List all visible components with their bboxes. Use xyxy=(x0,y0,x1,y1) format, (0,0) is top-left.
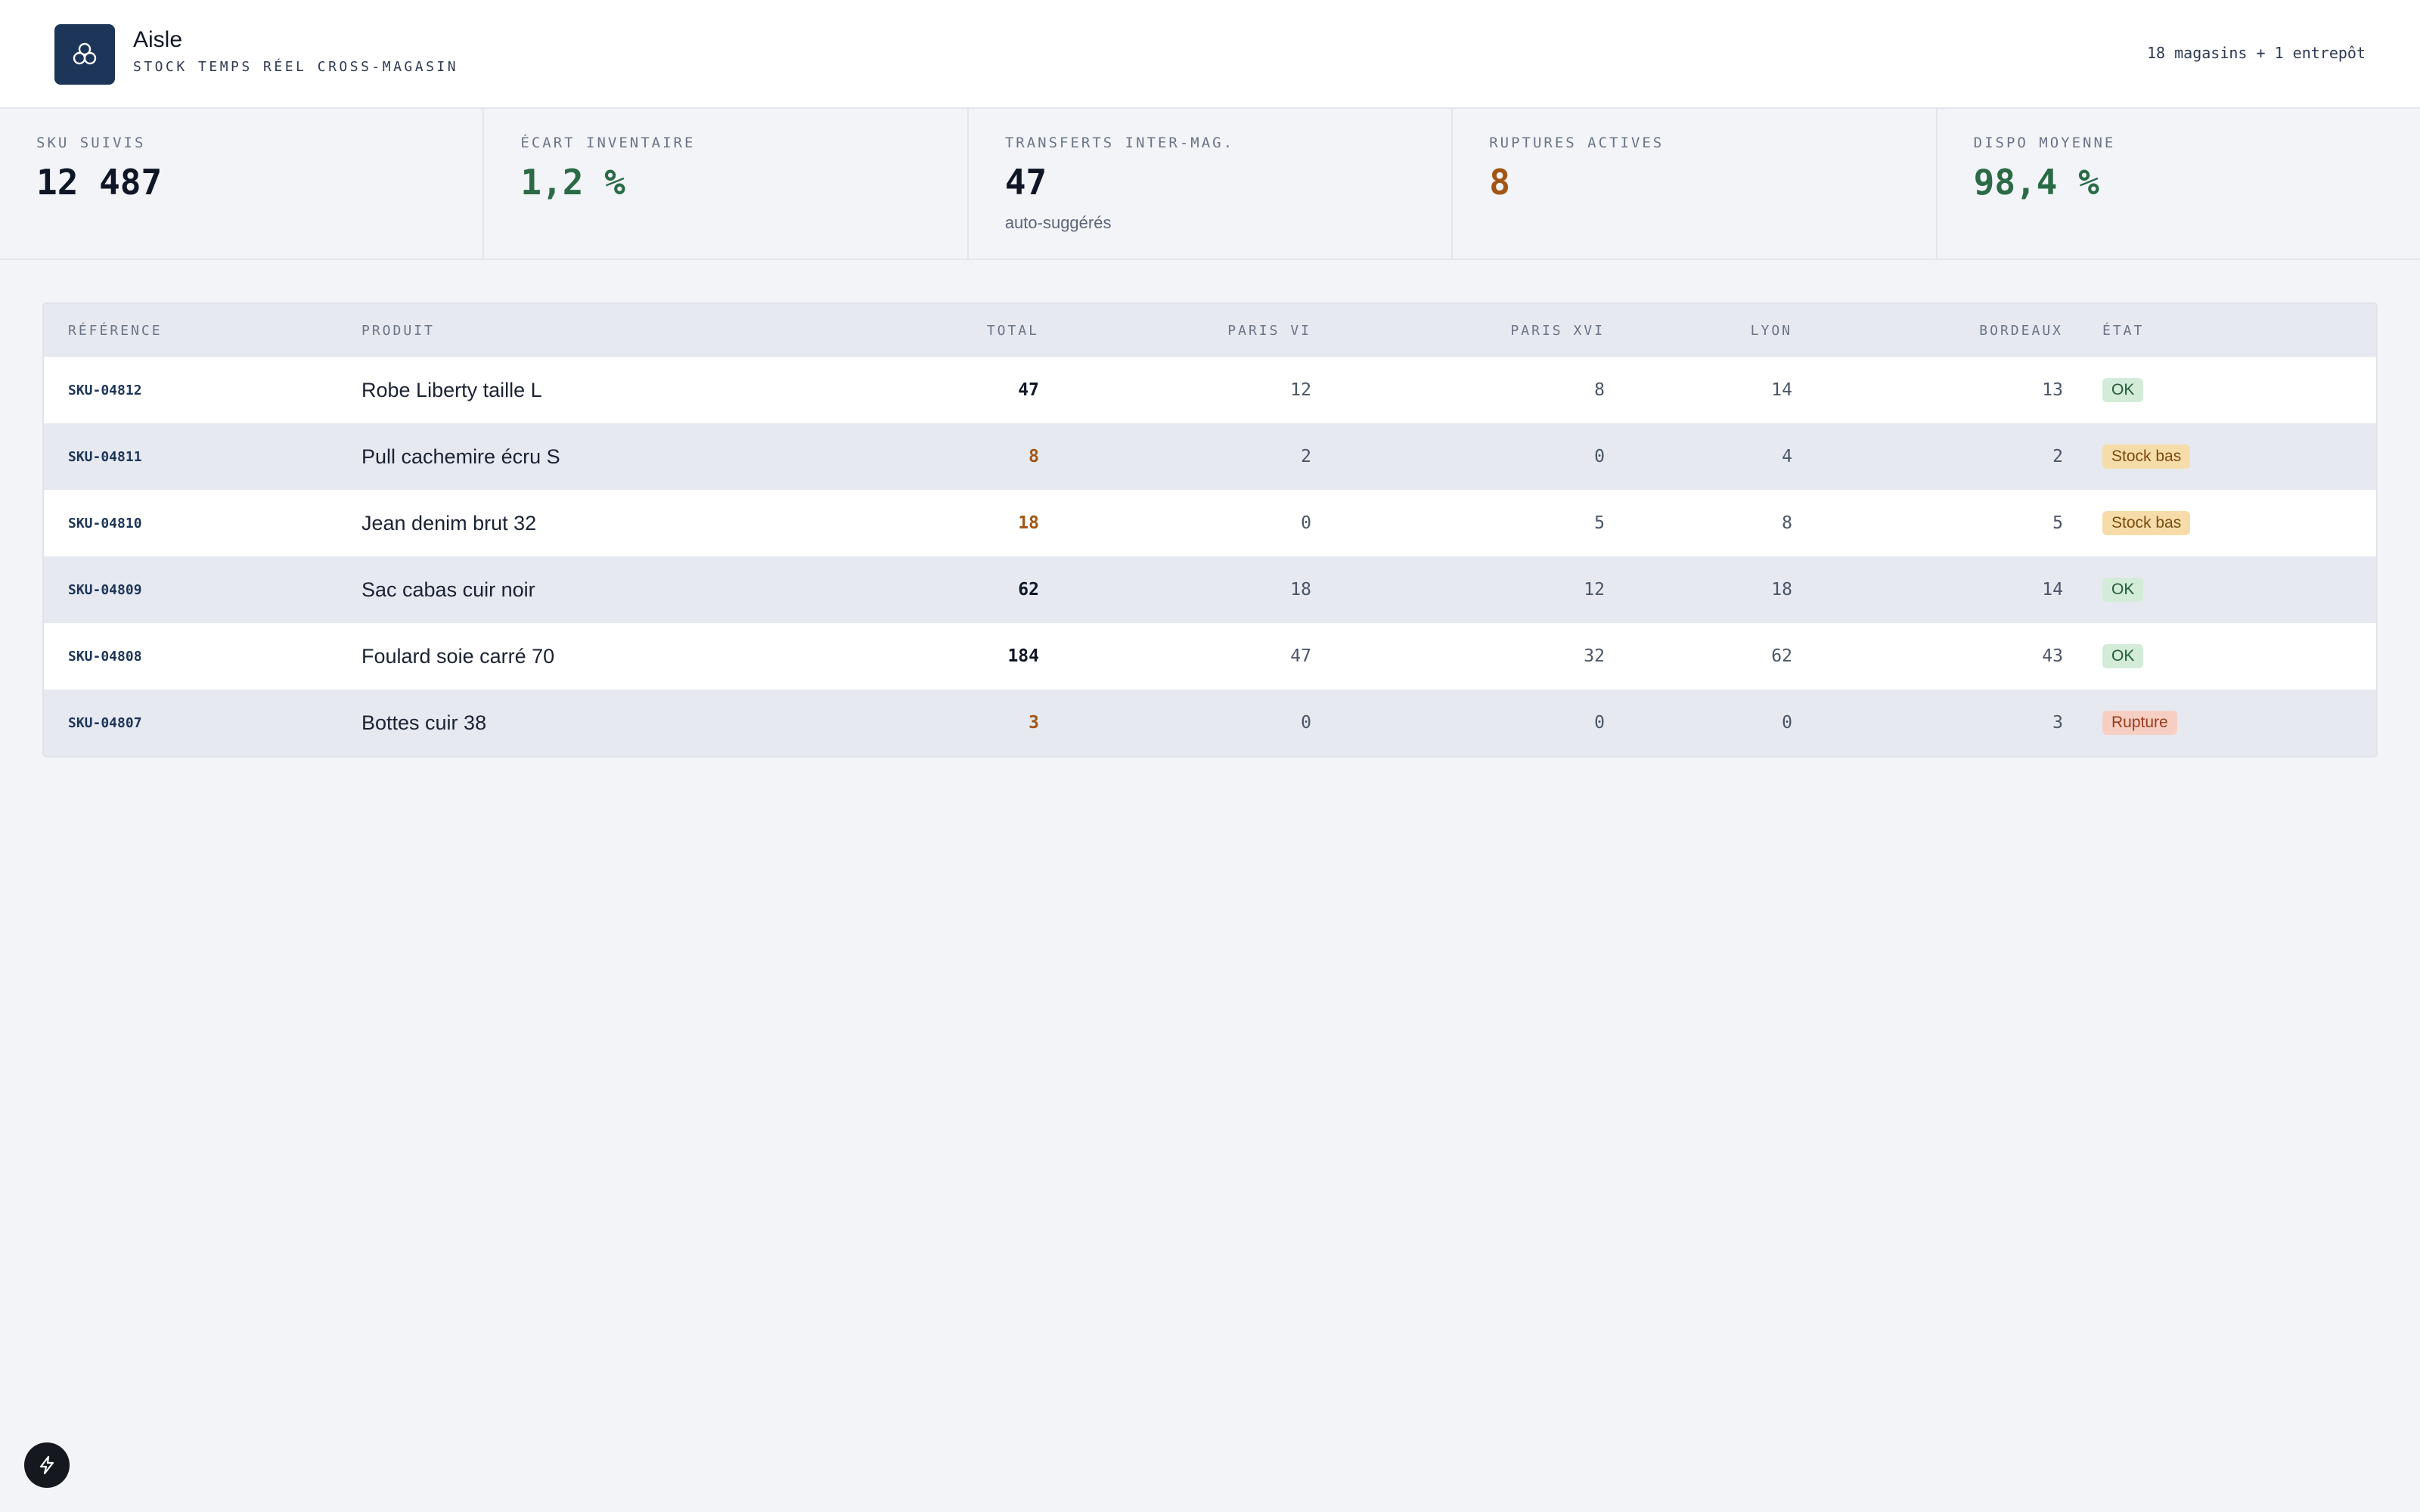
column-header-product[interactable]: PRODUIT xyxy=(361,322,435,339)
lightning-icon xyxy=(39,1455,54,1475)
qty-lyon: 4 xyxy=(1782,447,1792,466)
kpi-inventory-gap: ÉCART INVENTAIRE 1,2 % xyxy=(484,109,969,259)
status-badge: Stock bas xyxy=(2102,445,2191,469)
qty-paris16: 0 xyxy=(1594,447,1605,466)
app-logo[interactable] xyxy=(54,24,115,85)
state-cell: Stock bas xyxy=(2102,511,2191,535)
column-header-state[interactable]: ÉTAT xyxy=(2102,322,2145,339)
kpi-availability: DISPO MOYENNE 98,4 % xyxy=(1938,109,2420,259)
qty-lyon: 62 xyxy=(1771,646,1792,666)
qty-lyon: 0 xyxy=(1782,713,1792,733)
kpi-label: RUPTURES ACTIVES xyxy=(1489,135,1665,151)
kpi-active-stockouts: RUPTURES ACTIVES 8 xyxy=(1453,109,1938,259)
sku-ref: SKU-04810 xyxy=(68,515,142,531)
qty-lyon: 18 xyxy=(1771,580,1792,600)
qty-lyon: 14 xyxy=(1771,380,1792,400)
total-qty: 62 xyxy=(1018,580,1039,600)
state-cell: OK xyxy=(2102,378,2144,402)
status-badge: OK xyxy=(2102,378,2144,402)
status-badge: OK xyxy=(2102,578,2144,602)
qty-paris6: 2 xyxy=(1301,447,1311,466)
sku-ref: SKU-04811 xyxy=(68,448,142,465)
total-qty: 3 xyxy=(1028,713,1039,733)
kpi-label: SKU SUIVIS xyxy=(36,135,146,151)
table-row[interactable]: SKU-04807 Bottes cuir 38 3 0 0 0 3 Ruptu… xyxy=(44,689,2376,756)
total-qty: 184 xyxy=(1007,646,1039,666)
product-name: Pull cachemire écru S xyxy=(361,445,560,468)
qty-lyon: 8 xyxy=(1782,513,1792,533)
product-name: Sac cabas cuir noir xyxy=(361,578,535,601)
qty-bordeaux: 3 xyxy=(2052,713,2063,733)
product-name: Bottes cuir 38 xyxy=(361,711,487,734)
qty-bordeaux: 14 xyxy=(2042,580,2063,600)
state-cell: Stock bas xyxy=(2102,445,2191,469)
app-title: Aisle xyxy=(133,27,183,52)
qty-paris16: 5 xyxy=(1594,513,1605,533)
store-count: 18 magasins + 1 entrepôt xyxy=(2147,44,2366,62)
kpi-sku-tracked: SKU SUIVIS 12 487 xyxy=(0,109,485,259)
qty-bordeaux: 5 xyxy=(2052,513,2063,533)
kpi-value: 47 xyxy=(1004,162,1047,203)
qty-paris16: 12 xyxy=(1584,580,1605,600)
total-qty: 8 xyxy=(1028,447,1039,466)
kpi-value: 8 xyxy=(1489,162,1510,203)
product-name: Jean denim brut 32 xyxy=(361,511,537,534)
column-header-total[interactable]: TOTAL xyxy=(986,322,1039,339)
column-header-bordeaux[interactable]: BORDEAUX xyxy=(1979,322,2063,339)
table-row[interactable]: SKU-04812 Robe Liberty taille L 47 12 8 … xyxy=(44,357,2376,423)
total-qty: 18 xyxy=(1018,513,1039,533)
status-badge: Rupture xyxy=(2102,711,2177,735)
qty-paris6: 47 xyxy=(1290,646,1311,666)
kpi-value: 98,4 % xyxy=(1973,162,2099,203)
qty-bordeaux: 13 xyxy=(2042,380,2063,400)
kpi-transfers: TRANSFERTS INTER-MAG. 47 auto-suggérés xyxy=(969,109,1454,259)
cluster-icon xyxy=(73,42,97,65)
sku-ref: SKU-04809 xyxy=(68,581,142,598)
kpi-strip: SKU SUIVIS 12 487 ÉCART INVENTAIRE 1,2 %… xyxy=(0,109,2420,260)
product-name: Robe Liberty taille L xyxy=(361,378,542,401)
qty-paris16: 8 xyxy=(1594,380,1605,400)
kpi-label: DISPO MOYENNE xyxy=(1973,135,2116,151)
kpi-note: auto-suggérés xyxy=(1004,213,1112,232)
qty-paris6: 12 xyxy=(1290,380,1311,400)
table-row[interactable]: SKU-04811 Pull cachemire écru S 8 2 0 4 … xyxy=(44,423,2376,490)
status-badge: OK xyxy=(2102,644,2144,668)
kpi-label: TRANSFERTS INTER-MAG. xyxy=(1004,135,1235,151)
status-badge: Stock bas xyxy=(2102,511,2191,535)
sku-ref: SKU-04812 xyxy=(68,382,142,398)
column-header-lyon[interactable]: LYON xyxy=(1750,322,1792,339)
table-row[interactable]: SKU-04809 Sac cabas cuir noir 62 18 12 1… xyxy=(44,556,2376,623)
sku-ref: SKU-04807 xyxy=(68,714,142,731)
sku-ref: SKU-04808 xyxy=(68,648,142,665)
column-header-ref[interactable]: RÉFÉRENCE xyxy=(68,322,163,339)
product-name: Foulard soie carré 70 xyxy=(361,644,555,668)
state-cell: OK xyxy=(2102,578,2144,602)
table-row[interactable]: SKU-04810 Jean denim brut 32 18 0 5 8 5 … xyxy=(44,490,2376,556)
qty-bordeaux: 2 xyxy=(2052,447,2063,466)
app-subtitle: STOCK TEMPS RÉEL CROSS-MAGASIN xyxy=(133,59,459,75)
quick-action-button[interactable] xyxy=(24,1442,70,1488)
column-header-paris6[interactable]: PARIS VI xyxy=(1227,322,1311,339)
app-header: Aisle STOCK TEMPS RÉEL CROSS-MAGASIN 18 … xyxy=(0,0,2420,109)
kpi-label: ÉCART INVENTAIRE xyxy=(520,135,696,151)
kpi-value: 1,2 % xyxy=(520,162,625,203)
qty-paris6: 0 xyxy=(1301,713,1311,733)
stock-table: RÉFÉRENCE PRODUIT TOTAL PARIS VI PARIS X… xyxy=(42,302,2378,758)
total-qty: 47 xyxy=(1018,380,1039,400)
state-cell: Rupture xyxy=(2102,711,2177,735)
qty-paris6: 18 xyxy=(1290,580,1311,600)
qty-paris16: 32 xyxy=(1584,646,1605,666)
table-header-row: RÉFÉRENCE PRODUIT TOTAL PARIS VI PARIS X… xyxy=(44,304,2376,357)
table-row[interactable]: SKU-04808 Foulard soie carré 70 184 47 3… xyxy=(44,623,2376,689)
kpi-value: 12 487 xyxy=(36,162,163,203)
qty-paris16: 0 xyxy=(1594,713,1605,733)
qty-bordeaux: 43 xyxy=(2042,646,2063,666)
state-cell: OK xyxy=(2102,644,2144,668)
column-header-paris16[interactable]: PARIS XVI xyxy=(1510,322,1605,339)
qty-paris6: 0 xyxy=(1301,513,1311,533)
